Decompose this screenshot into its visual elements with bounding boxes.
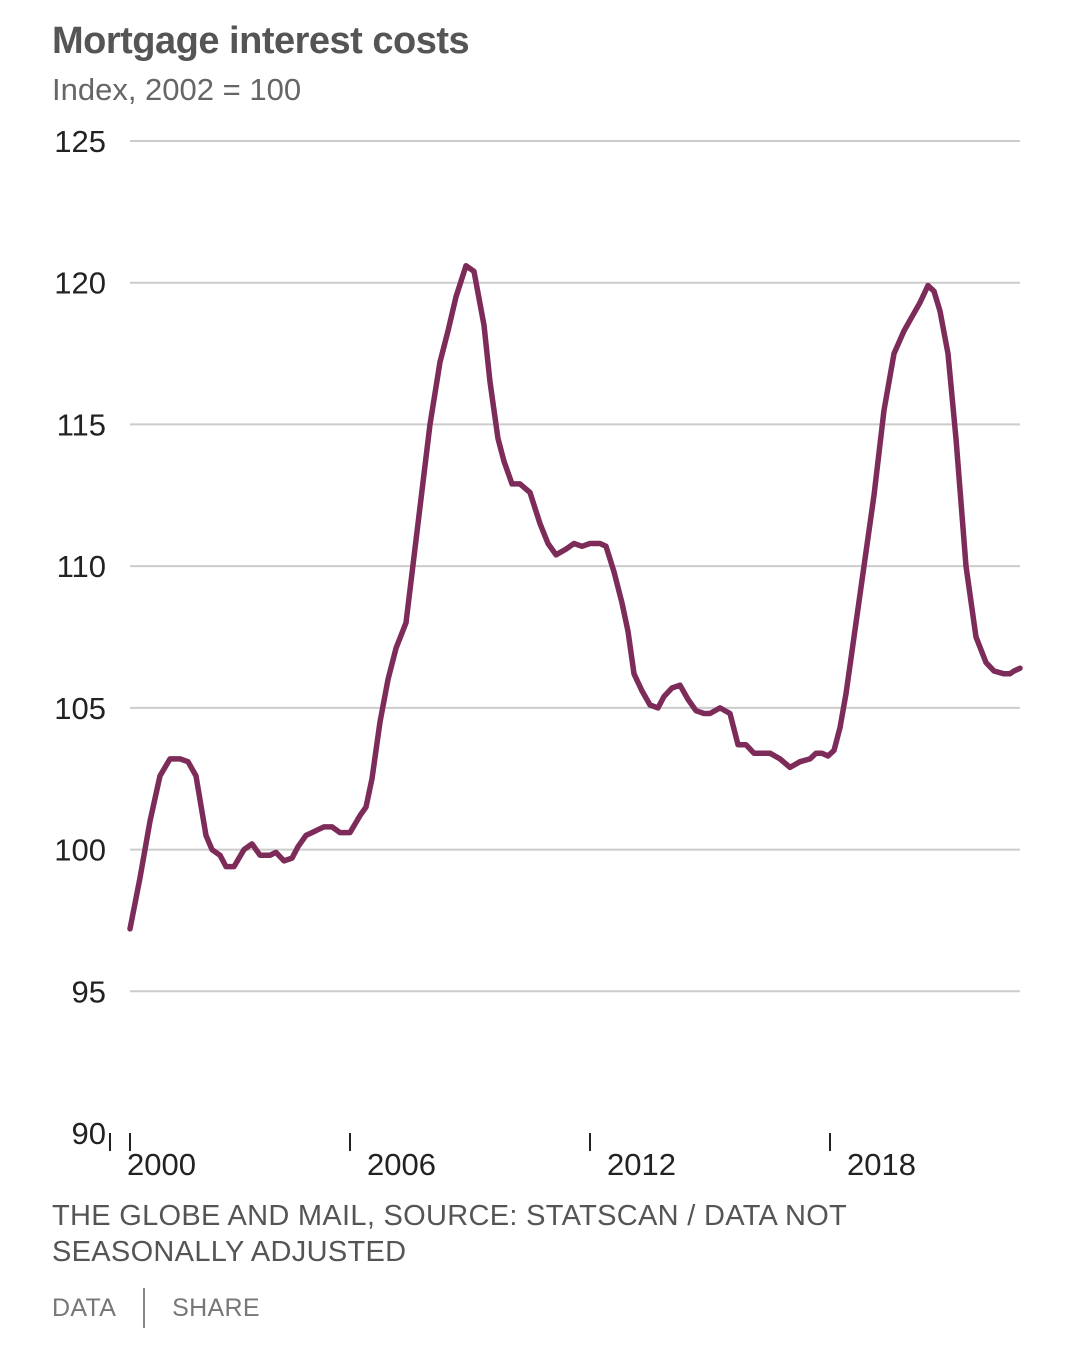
- x-tick-label-2000: 2000: [127, 1147, 196, 1182]
- x-tick-label-2006: 2006: [367, 1147, 436, 1182]
- y-tick-label-110: 110: [57, 549, 106, 584]
- grid-layer: [130, 140, 1020, 993]
- chart-subtitle: Index, 2002 = 100: [52, 72, 302, 107]
- chart-title: Mortgage interest costs: [52, 20, 470, 62]
- y-tick-label-95: 95: [72, 974, 106, 1009]
- y-tick-label-90: 90: [72, 1116, 106, 1151]
- y-tick-label-105: 105: [54, 691, 106, 726]
- footer-divider: [143, 1288, 146, 1328]
- y-tick-label-125: 125: [54, 124, 106, 159]
- share-link[interactable]: SHARE: [172, 1293, 260, 1322]
- x-tick-label-2012: 2012: [607, 1147, 676, 1182]
- x-axis: 2000 2006 2012 2018: [109, 1133, 916, 1182]
- footer-links: DATA SHARE: [52, 1288, 260, 1328]
- series-layer: [127, 262, 1023, 932]
- y-tick-label-100: 100: [54, 833, 106, 868]
- series-line-0: [127, 262, 1023, 932]
- x-tick-label-2018: 2018: [847, 1147, 916, 1182]
- y-tick-label-120: 120: [54, 266, 106, 301]
- chart-area: 90 95 100 105 110 115 120 125 2000 2006 2012 2018: [54, 124, 1023, 1182]
- y-axis: 90 95 100 105 110 115 120 125: [54, 124, 106, 1151]
- source-note: THE GLOBE AND MAIL, SOURCE: STATSCAN / D…: [52, 1200, 847, 1268]
- y-tick-label-115: 115: [57, 407, 106, 442]
- data-link[interactable]: DATA: [52, 1293, 117, 1322]
